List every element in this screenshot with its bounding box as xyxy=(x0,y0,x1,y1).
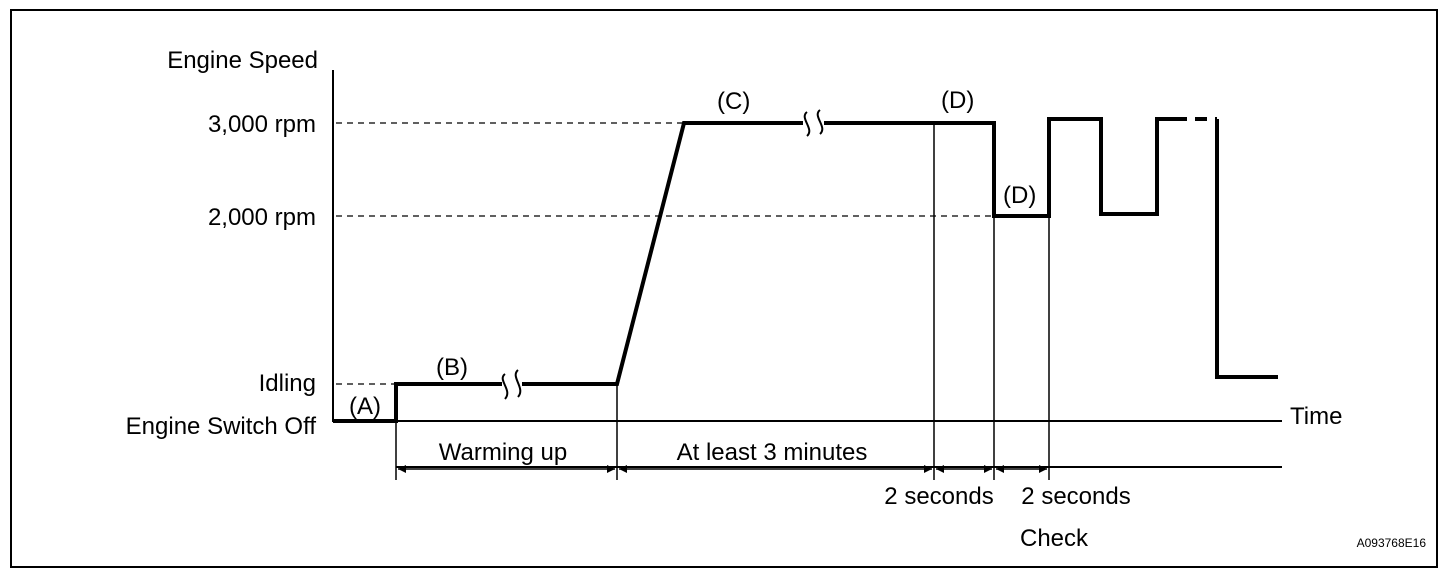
check-label: Check xyxy=(1020,525,1089,552)
phase-d-label-1: (D) xyxy=(941,87,974,114)
phase-d-label-2: (D) xyxy=(1003,182,1036,209)
figure-code: A093768E16 xyxy=(1357,536,1427,550)
break-symbol-b xyxy=(501,369,522,400)
tick-idling: Idling xyxy=(259,370,316,397)
tick-3000-rpm: 3,000 rpm xyxy=(208,111,316,138)
x-axis-title: Time xyxy=(1290,403,1342,430)
frame-border xyxy=(10,9,1438,568)
phase-b-label: (B) xyxy=(436,354,468,381)
break-symbol-c xyxy=(803,109,824,137)
warming-up-label: Warming up xyxy=(439,439,567,466)
tick-engine-switch-off: Engine Switch Off xyxy=(126,413,317,440)
two-seconds-label-1: 2 seconds xyxy=(884,483,993,510)
speed-profile-end xyxy=(1215,119,1278,379)
tick-2000-rpm: 2,000 rpm xyxy=(208,204,316,231)
speed-profile-main xyxy=(824,117,1175,218)
phase-a-label: (A) xyxy=(349,393,381,420)
y-axis-title: Engine Speed xyxy=(167,47,318,74)
speed-profile-start xyxy=(333,382,502,423)
at-least-3-minutes-label: At least 3 minutes xyxy=(677,439,868,466)
speed-profile-warmup xyxy=(522,121,803,386)
phase-c-label: (C) xyxy=(717,88,750,115)
two-seconds-label-2: 2 seconds xyxy=(1021,483,1130,510)
